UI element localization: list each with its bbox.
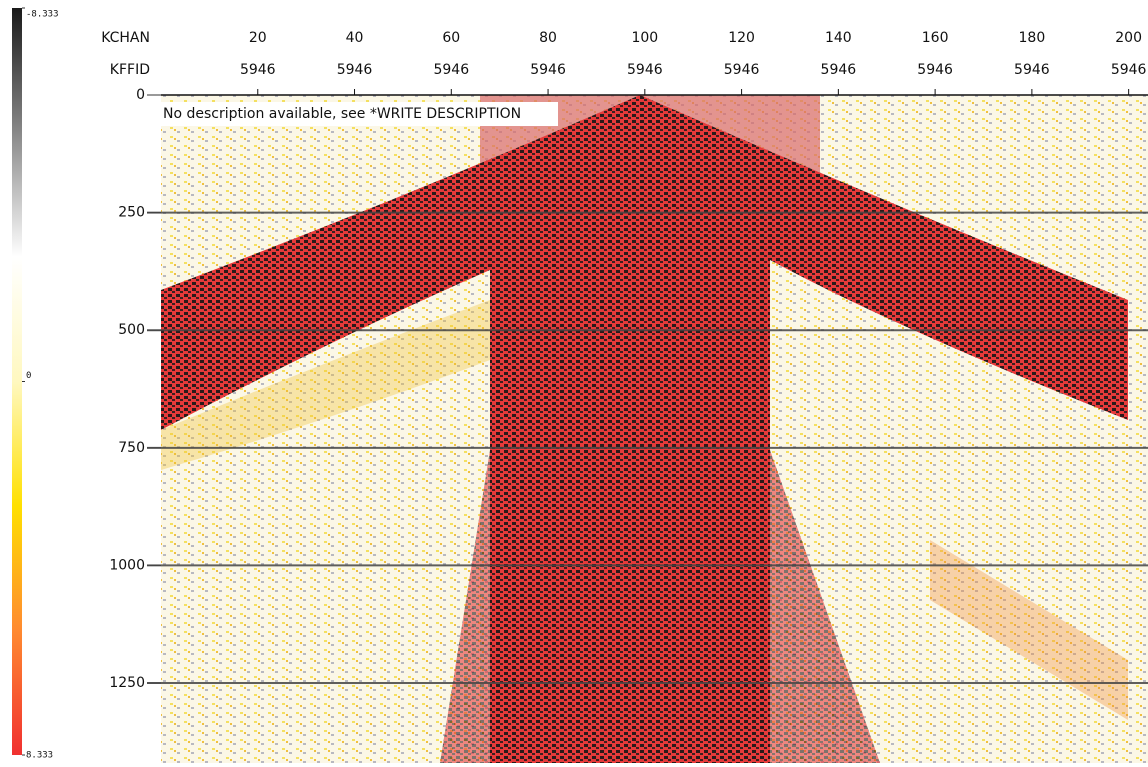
x-tick-label: 180 xyxy=(1019,30,1046,46)
x-tick-label: 100 xyxy=(631,30,658,46)
x-tick-label: 140 xyxy=(825,30,852,46)
kffid-label: 5946 xyxy=(337,62,373,78)
x-tick-label: 40 xyxy=(346,30,364,46)
kffid-label: 5946 xyxy=(917,62,953,78)
header-label: KFFID xyxy=(110,62,150,78)
colorbar-label: 8.333 xyxy=(26,751,53,761)
colorbar xyxy=(12,8,22,755)
x-tick-label: 120 xyxy=(728,30,755,46)
seismic-texture xyxy=(161,95,1148,763)
y-tick-label: 0 xyxy=(136,87,145,103)
colorbar-label: -8.333 xyxy=(26,10,59,20)
kffid-label: 5946 xyxy=(240,62,276,78)
kffid-label: 5946 xyxy=(1111,62,1147,78)
kffid-label: 5946 xyxy=(530,62,566,78)
kffid-label: 5946 xyxy=(1014,62,1050,78)
annotation-box xyxy=(158,102,558,126)
colorbar-label: 0 xyxy=(26,371,31,381)
kffid-label: 5946 xyxy=(821,62,857,78)
kffid-label: 5946 xyxy=(627,62,663,78)
kffid-label: 5946 xyxy=(724,62,760,78)
header-label: KCHAN xyxy=(101,30,150,46)
y-tick-label: 500 xyxy=(118,322,145,338)
y-tick-label: 1250 xyxy=(109,675,145,691)
x-tick-label: 200 xyxy=(1115,30,1142,46)
x-tick-label: 60 xyxy=(442,30,460,46)
annotation: No description available, see *WRITE DES… xyxy=(163,106,521,122)
y-tick-label: 250 xyxy=(118,205,145,221)
y-tick-label: 750 xyxy=(118,440,145,456)
x-tick-label: 20 xyxy=(249,30,267,46)
x-tick-label: 160 xyxy=(922,30,949,46)
kffid-label: 5946 xyxy=(433,62,469,78)
y-tick-label: 1000 xyxy=(109,557,145,573)
x-tick-label: 80 xyxy=(539,30,557,46)
